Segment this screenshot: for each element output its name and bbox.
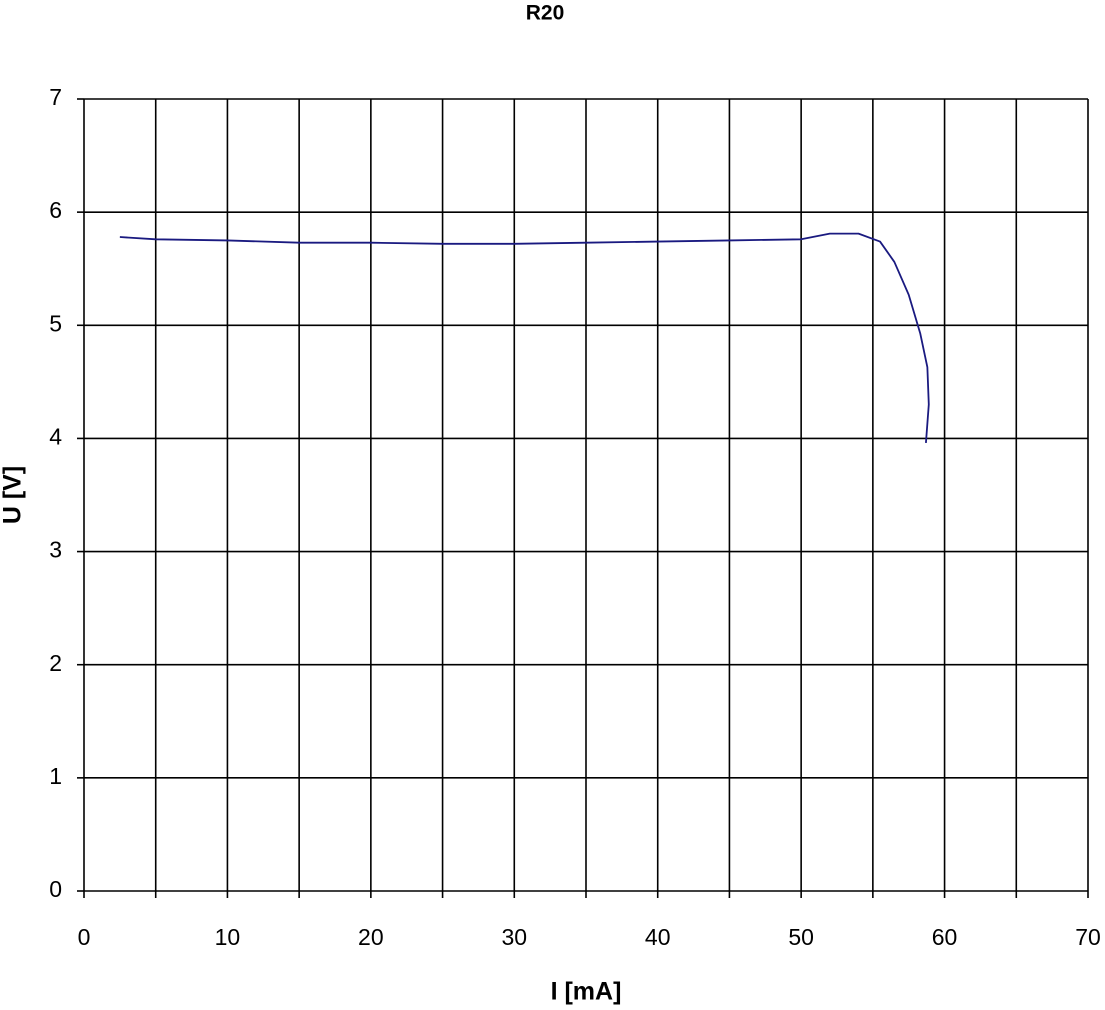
chart-title: R20 (526, 2, 565, 25)
y-tick-label: 2 (49, 650, 62, 676)
y-tick-label: 3 (49, 537, 62, 563)
y-tick-label: 1 (49, 763, 62, 789)
y-axis-label: U [V] (0, 466, 27, 524)
data-line (119, 232, 930, 444)
y-tick-label: 6 (49, 197, 62, 223)
y-tick-label: 7 (49, 84, 62, 110)
x-tick-label: 10 (215, 924, 241, 950)
x-tick-label: 30 (501, 924, 527, 950)
x-tick-label: 20 (358, 924, 384, 950)
y-tick-label: 0 (49, 876, 62, 902)
x-tick-label: 50 (788, 924, 814, 950)
y-tick-label: 5 (49, 310, 62, 336)
x-tick-label: 60 (932, 924, 958, 950)
x-tick-label: 70 (1075, 924, 1101, 950)
x-axis-label: I [mA] (551, 978, 622, 1006)
x-tick-label: 40 (645, 924, 671, 950)
y-tick-label: 4 (49, 424, 62, 450)
x-tick-label: 0 (78, 924, 91, 950)
